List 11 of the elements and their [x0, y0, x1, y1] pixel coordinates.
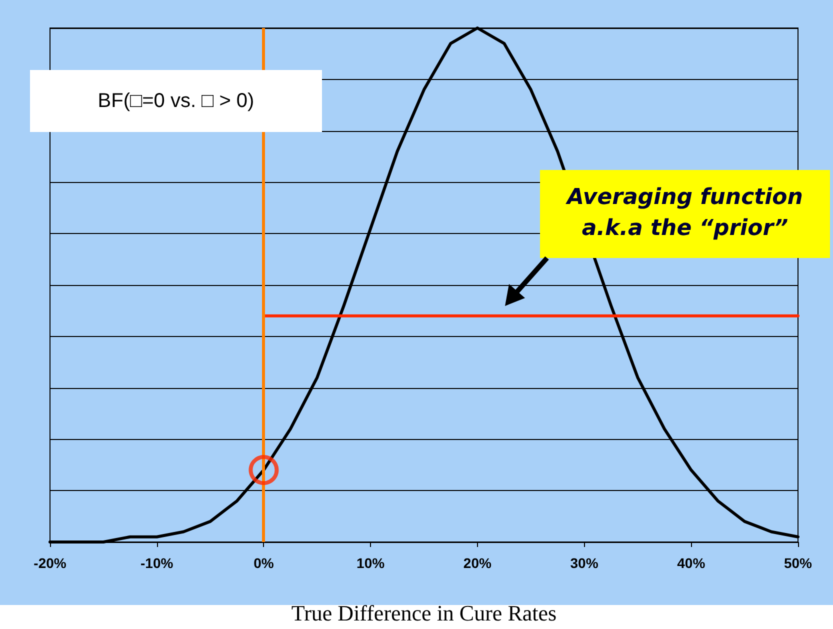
x-tick-label: 20%: [463, 555, 492, 571]
callout-box: Averaging function a.k.a the “prior”: [540, 170, 830, 258]
x-tick-label: 50%: [784, 555, 813, 571]
x-tick-label: 0%: [254, 555, 274, 571]
x-tick-label: 40%: [677, 555, 706, 571]
x-tick-label: 30%: [570, 555, 599, 571]
x-tick-label: -20%: [34, 555, 67, 571]
x-tick-label: 10%: [356, 555, 386, 571]
x-axis-title: True Difference in Cure Rates: [291, 600, 557, 626]
x-tick-label: -10%: [140, 555, 174, 571]
text-box: BF(□=0 vs. □ > 0): [30, 70, 322, 132]
